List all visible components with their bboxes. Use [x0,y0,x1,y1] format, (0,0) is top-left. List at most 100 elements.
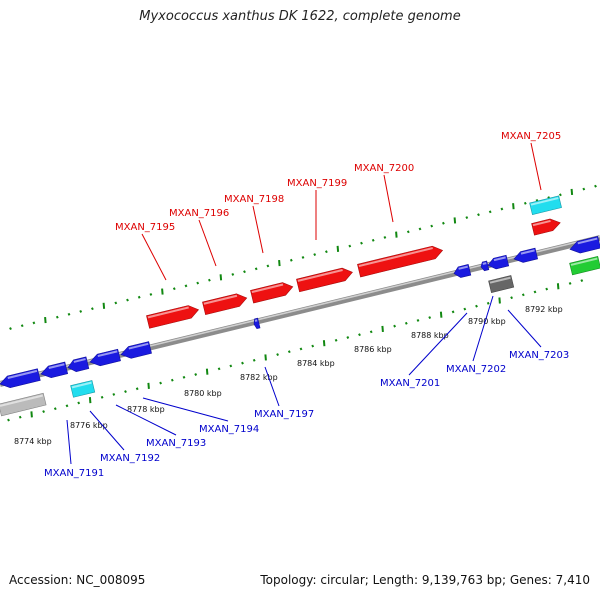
tick-mark [126,298,129,302]
tick-mark [217,367,221,371]
gene-highlight [203,294,238,305]
tick-mark [404,321,408,325]
gene-arrow [0,368,41,389]
tick-mark [77,401,81,405]
gene-arrow [296,267,353,293]
tick-mark [383,236,387,239]
leader-line [408,312,468,376]
tick-mark [568,281,572,285]
gene-label: MXAN_7199 [287,178,347,189]
gene-arrow [250,282,294,304]
gene-label: MXAN_7203 [509,350,569,361]
tick-mark [205,368,209,375]
tick-mark [418,227,422,231]
leader-line [142,397,229,422]
tick-mark [266,264,270,268]
gene-highlight [128,342,149,350]
tick-mark [580,279,584,283]
tick-mark [67,312,71,316]
gene-arrow [146,305,200,329]
gene-body [453,264,472,278]
gene-body [67,356,90,372]
gene-arrow [531,218,561,236]
tick-mark [88,397,92,404]
gene-arrow [569,256,600,276]
tick-mark [570,188,574,196]
top-tick-track [9,184,597,331]
tick-mark [395,231,398,238]
gene-highlight [570,257,598,266]
gene-body [250,282,294,304]
gene-highlight [577,237,598,245]
tick-mark [346,336,350,339]
tick-mark [510,296,513,300]
gene-body [357,245,444,278]
tick-mark [477,213,480,217]
tick-mark [170,378,174,382]
gene-body [146,305,200,329]
tick-mark [112,392,116,396]
tick-mark [278,260,281,267]
tick-mark [231,273,235,276]
tick-mark [184,284,188,288]
tick-mark [252,358,256,362]
tick-mark [42,410,45,413]
tick-mark [582,187,586,191]
tick-mark [301,255,305,259]
gene-highlight [493,256,506,262]
gene-label: MXAN_7205 [501,131,561,142]
tick-mark [439,311,443,318]
gene-label: MXAN_7200 [354,163,414,174]
tick-mark [18,415,22,419]
gene-highlight [530,197,559,206]
tick-mark [498,297,501,304]
tick-mark [371,238,375,242]
tick-mark [358,333,361,337]
tick-mark [65,404,69,408]
gene-highlight [97,350,118,358]
gene-arrow [0,392,47,417]
tick-mark [100,395,104,399]
tick-mark [172,287,176,291]
gene-label: MXAN_7196 [169,208,229,219]
tick-mark [512,203,515,210]
gene-highlight [73,358,86,363]
leader-line [383,174,394,223]
tick-mark [500,207,504,211]
tick-mark [523,201,527,205]
tick-mark [559,193,562,197]
leader-line [66,419,72,465]
tick-mark [53,407,57,411]
tick-mark [147,382,150,389]
gene-body [70,380,96,398]
gene-label: MXAN_7198 [224,194,284,205]
gene-highlight [532,219,551,227]
leader-line [115,404,177,436]
tick-mark [161,288,164,295]
gene-highlight [520,249,535,255]
tick-mark [241,361,244,365]
gene-highlight [297,269,343,282]
tick-mark [360,241,363,245]
gene-body [529,195,562,216]
gene-highlight [489,276,511,284]
gene-arrow [513,247,539,263]
tick-mark [149,292,153,296]
gene-highlight [254,319,258,322]
tick-mark [159,381,162,385]
kbp-label: 8790 kbp [468,317,506,326]
tick-mark [406,230,410,234]
gene-label: MXAN_7201 [380,378,440,389]
kbp-label: 8776 kbp [70,421,108,430]
kbp-label: 8788 kbp [411,331,449,340]
gene-highlight [458,265,468,270]
tick-mark [348,244,352,248]
map-title: Myxococcus xanthus DK 1622, complete gen… [139,9,461,24]
gene-highlight [71,381,92,389]
kbp-label: 8792 kbp [525,305,563,314]
gene-arrow [120,341,152,359]
tick-mark [488,210,492,214]
tick-mark [79,310,83,313]
tick-mark [556,283,560,290]
kbp-label: 8782 kbp [240,373,278,382]
